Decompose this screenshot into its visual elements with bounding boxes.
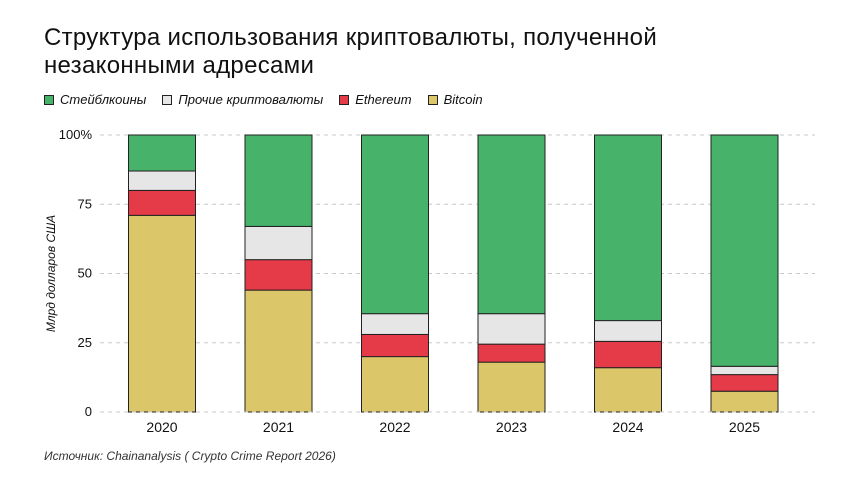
bar-segment	[477, 134, 546, 315]
bar-segment	[594, 320, 662, 342]
legend-label: Bitcoin	[443, 92, 483, 107]
legend-swatch	[162, 94, 173, 105]
bar-segment	[477, 313, 546, 345]
bar-segment	[594, 134, 662, 322]
bar-segment	[477, 343, 546, 363]
x-tick-label: 2025	[729, 419, 760, 435]
y-tick-label: 50	[78, 266, 92, 281]
legend-item: Стейблкоины	[44, 92, 146, 107]
bar-segment	[244, 134, 313, 227]
bar-segment	[361, 313, 429, 335]
bar-segment	[128, 214, 196, 413]
legend-item: Прочие криптовалюты	[162, 92, 323, 107]
legend-swatch	[44, 94, 54, 105]
y-tick-label: 100%	[59, 127, 93, 142]
bar-segment	[361, 333, 429, 358]
x-tick-label: 2021	[263, 419, 294, 435]
legend-swatch	[339, 94, 350, 105]
x-tick-label: 2020	[146, 419, 177, 435]
y-tick-label: 0	[85, 404, 92, 419]
bar-segment	[594, 367, 662, 413]
legend-swatch	[427, 94, 438, 105]
legend-label: Стейблкоины	[60, 92, 147, 107]
y-axis-label: Млрд долларов США	[44, 215, 58, 332]
legend: Стейблкоины Прочие криптовалюты Ethereum Bi…	[44, 92, 483, 107]
y-tick-label: 75	[78, 196, 92, 211]
bar-segment	[128, 189, 196, 216]
legend-label: Ethereum	[355, 92, 412, 107]
bar-segment	[710, 134, 779, 367]
bar-segment	[710, 390, 779, 413]
x-tick-label: 2024	[612, 419, 643, 435]
x-tick-label: 2022	[379, 419, 410, 435]
bar-segment	[477, 361, 546, 413]
legend-label: Прочие криптовалюты	[178, 92, 324, 107]
bar-segment	[244, 225, 313, 261]
chart-title: Структура использования криптовалюты, по…	[44, 24, 658, 79]
x-tick-label: 2023	[496, 419, 527, 435]
bar-segment	[128, 134, 196, 172]
bar-segment	[710, 365, 779, 376]
legend-item: Bitcoin	[427, 92, 483, 107]
bar-segment	[710, 374, 779, 392]
source-note: Источник: Chainanalysis ( Crypto Crime R…	[44, 449, 336, 463]
legend-item: Ethereum	[339, 92, 412, 107]
bar-segment	[361, 356, 429, 413]
y-tick-label: 25	[78, 335, 92, 350]
bar-segment	[594, 340, 662, 369]
bar-segment	[128, 170, 196, 191]
bar-segment	[244, 259, 313, 291]
bar-segment	[361, 134, 429, 315]
bar-segment	[244, 289, 313, 413]
